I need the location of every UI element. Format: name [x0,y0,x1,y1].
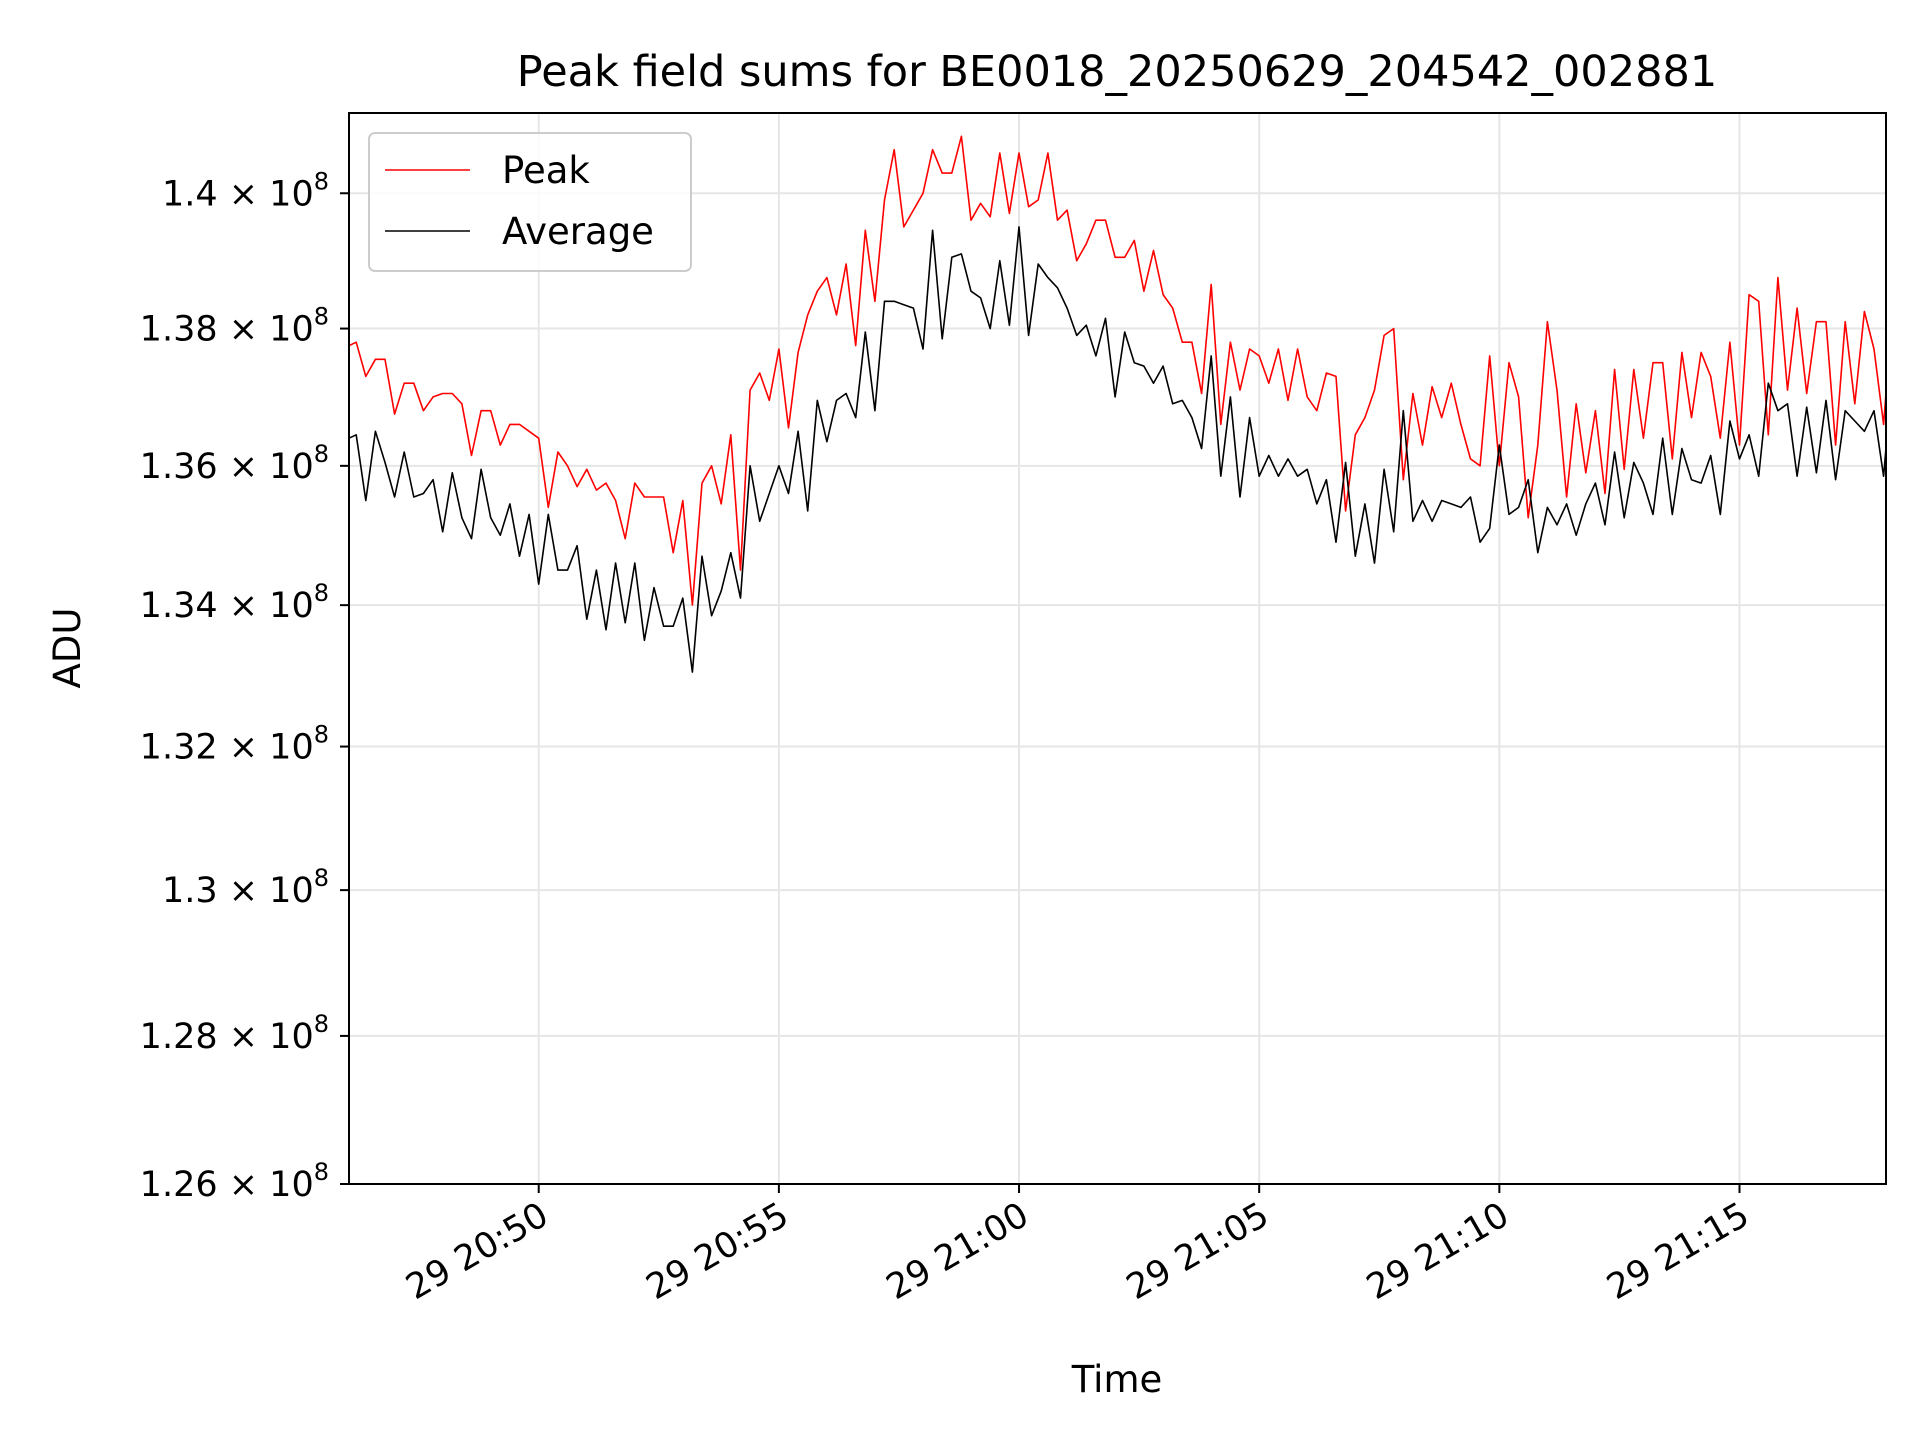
y-tick-label: 1.3 × 108 [162,864,329,911]
y-tick-label: 1.4 × 108 [162,167,329,214]
y-tick-label: 1.32 × 108 [140,721,329,768]
y-tick-label: 1.34 × 108 [140,579,329,626]
y-tick-label: 1.28 × 108 [140,1010,329,1057]
series-line-peak [349,135,1886,606]
y-tick-label: 1.38 × 108 [140,303,329,350]
x-axis-label: Time [1071,1358,1163,1401]
y-axis-label: ADU [46,608,89,689]
y-tick-label: 1.26 × 108 [140,1158,329,1205]
series-line-average [349,226,1886,673]
legend-label-average: Average [502,210,654,253]
legend: Peak Average [368,132,692,272]
grid-lines [349,113,1886,1185]
series-lines [349,135,1886,673]
y-axis-ticks: 1.26 × 108 1.28 × 108 1.3 × 108 1.32 × 108 1… [140,167,349,1205]
y-tick-label: 1.36 × 108 [140,440,329,487]
chart-title: Peak field sums for BE0018_20250629_2045… [517,47,1717,97]
plot-frame [348,112,1887,1185]
legend-label-peak: Peak [502,149,590,192]
legend-box [368,132,692,272]
